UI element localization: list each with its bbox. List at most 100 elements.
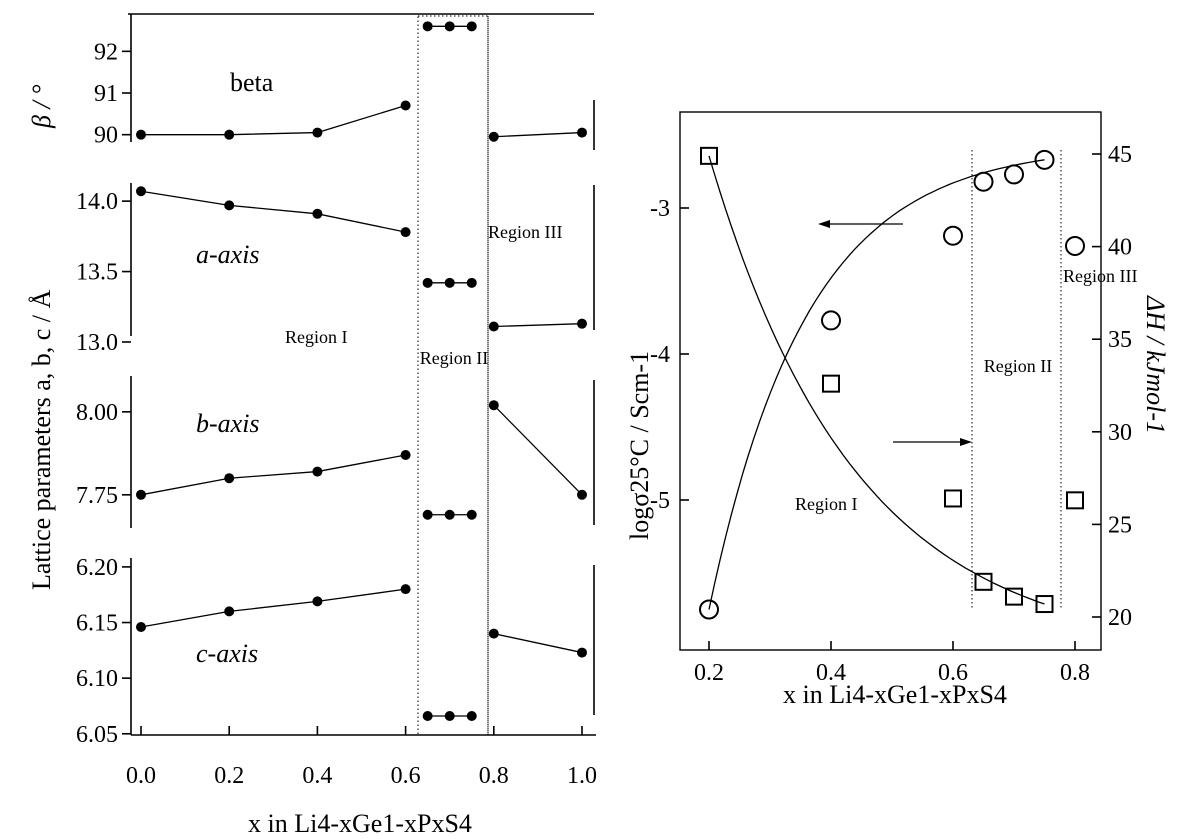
data-point-a-axis [224, 200, 235, 211]
right-right-y-tick-label: 25 [1108, 512, 1132, 538]
data-point-c-axis [466, 710, 477, 721]
data-point-c-axis [136, 621, 146, 632]
right-plot-frame [679, 111, 1102, 651]
data-point-beta [466, 21, 477, 32]
data-point-beta [488, 131, 499, 142]
series-line-b-axis-region_I [140, 454, 406, 496]
left-x-axis-label: x in Li4-xGe1-xPxS4 [248, 809, 472, 838]
conductivity-point [821, 310, 841, 331]
left-figure: 90919213.013.514.07.758.006.056.106.156.… [27, 13, 597, 838]
data-point-c-axis [422, 710, 433, 721]
enthalpy-point [1035, 595, 1054, 614]
right-region-iii-label: Region III [1063, 266, 1137, 286]
right-x-tick-label: 0.4 [816, 660, 846, 686]
region-ii-box [417, 15, 489, 736]
conductivity-point [943, 225, 963, 246]
panel-label-c-axis: c-axis [196, 639, 258, 668]
data-point-b-axis [422, 509, 433, 520]
series-line-beta-region_I [141, 104, 406, 136]
x-tick-label: 0.8 [479, 763, 509, 789]
data-point-a-axis [444, 277, 455, 288]
right-right-y-tick-label: 40 [1108, 235, 1132, 261]
y-tick-label-beta: 92 [94, 39, 118, 65]
right-region-ii-label: Region II [984, 356, 1052, 376]
data-point-c-axis [577, 647, 587, 658]
series-line-b-axis-region_III [493, 404, 583, 496]
y-tick-label-b-axis: 7.75 [76, 483, 118, 509]
enthalpy-point [1005, 587, 1023, 606]
left-region-ii-label: Region II [420, 348, 488, 368]
right-data-marks [699, 146, 1085, 620]
left-panels: 90919213.013.514.07.758.006.056.106.156.… [76, 14, 587, 748]
right-left-y-tick-label: -4 [650, 342, 670, 368]
data-point-beta [444, 21, 455, 32]
x-tick-label: 1.0 [567, 763, 597, 789]
left-y-axis-label: Lattice parameters a, b, c / Å [27, 289, 56, 590]
data-point-beta [312, 127, 323, 138]
y-tick-label-c-axis: 6.10 [76, 666, 118, 692]
enthalpy-point [974, 572, 993, 591]
right-x-tick-label: 0.8 [1060, 660, 1090, 686]
y-tick-label-a-axis: 13.0 [76, 330, 118, 356]
data-point-b-axis [577, 489, 587, 500]
left-region-i-label: Region I [285, 327, 348, 347]
conductivity-point [1065, 235, 1085, 256]
data-point-a-axis [488, 321, 499, 332]
x-tick-label: 0.2 [214, 763, 244, 789]
panel-label-beta: beta [230, 68, 274, 97]
data-point-beta [136, 129, 146, 140]
data-point-a-axis [136, 186, 146, 197]
panel-c-axis: 6.05 6.10 6.15 6.20 [76, 555, 587, 748]
data-point-beta [422, 21, 433, 32]
enthalpy-point [1066, 491, 1084, 510]
panel-label-a-axis: a-axis [196, 240, 260, 269]
series-line-c-axis-region_III [493, 633, 583, 654]
y-tick-label-a-axis: 13.5 [76, 260, 118, 286]
enthalpy-point [944, 489, 962, 508]
x-tick-label: 0.4 [302, 763, 332, 789]
left-region-iii-label: Region III [488, 222, 562, 242]
y-tick-label-beta: 90 [94, 123, 118, 149]
data-point-beta [224, 129, 235, 140]
data-point-beta [400, 100, 411, 111]
left-x-ticks: 0.0 0.2 0.4 0.6 0.8 1.0 [126, 726, 597, 789]
right-x-tick-label: 0.6 [938, 660, 968, 686]
panel-label-b-axis: b-axis [196, 409, 260, 438]
data-point-b-axis [312, 466, 323, 477]
panel-a-axis: 13.0 13.5 14.0 [76, 183, 587, 356]
right-ticks: 0.2 0.4 0.6 0.8 -3 -4 -5 20 25 30 35 40 45 [650, 142, 1132, 686]
y-tick-label-c-axis: 6.20 [76, 555, 118, 581]
right-right-y-tick-label: 30 [1108, 420, 1132, 446]
enthalpy-point [822, 374, 840, 393]
y-tick-label-c-axis: 6.05 [76, 722, 118, 748]
right-right-y-tick-label: 35 [1108, 327, 1132, 353]
right-left-y-tick-label: -5 [650, 488, 670, 514]
data-point-b-axis [488, 400, 499, 411]
enthalpy-point [700, 146, 718, 165]
right-x-axis-label: x in Li4-xGe1-xPxS4 [783, 680, 1007, 709]
data-point-a-axis [312, 208, 323, 219]
data-point-a-axis [422, 277, 433, 288]
y-tick-label-c-axis: 6.15 [76, 611, 118, 637]
beta-axis-label: β / ° [27, 84, 56, 129]
panel-beta: 90 91 92 [94, 14, 587, 149]
x-tick-label: 0.0 [126, 763, 156, 789]
y-tick-label-a-axis: 14.0 [76, 189, 118, 215]
series-line-a-axis-region_III [493, 323, 583, 328]
data-point-c-axis [312, 596, 323, 607]
data-point-c-axis [444, 710, 455, 721]
panel-b-axis: 7.75 8.00 [76, 376, 587, 528]
right-right-y-tick-label: 45 [1108, 142, 1132, 168]
conductivity-point [973, 171, 994, 192]
y-tick-label-beta: 91 [94, 81, 118, 107]
series-line-a-axis-region_I [140, 190, 406, 233]
data-point-b-axis [224, 473, 235, 484]
right-fit-curves [708, 155, 1045, 610]
data-point-b-axis [136, 489, 146, 500]
data-point-beta [577, 127, 587, 138]
right-region-i-label: Region I [795, 494, 858, 514]
data-point-c-axis [224, 606, 235, 617]
arrow-head-left [818, 220, 830, 228]
data-point-c-axis [488, 628, 499, 639]
